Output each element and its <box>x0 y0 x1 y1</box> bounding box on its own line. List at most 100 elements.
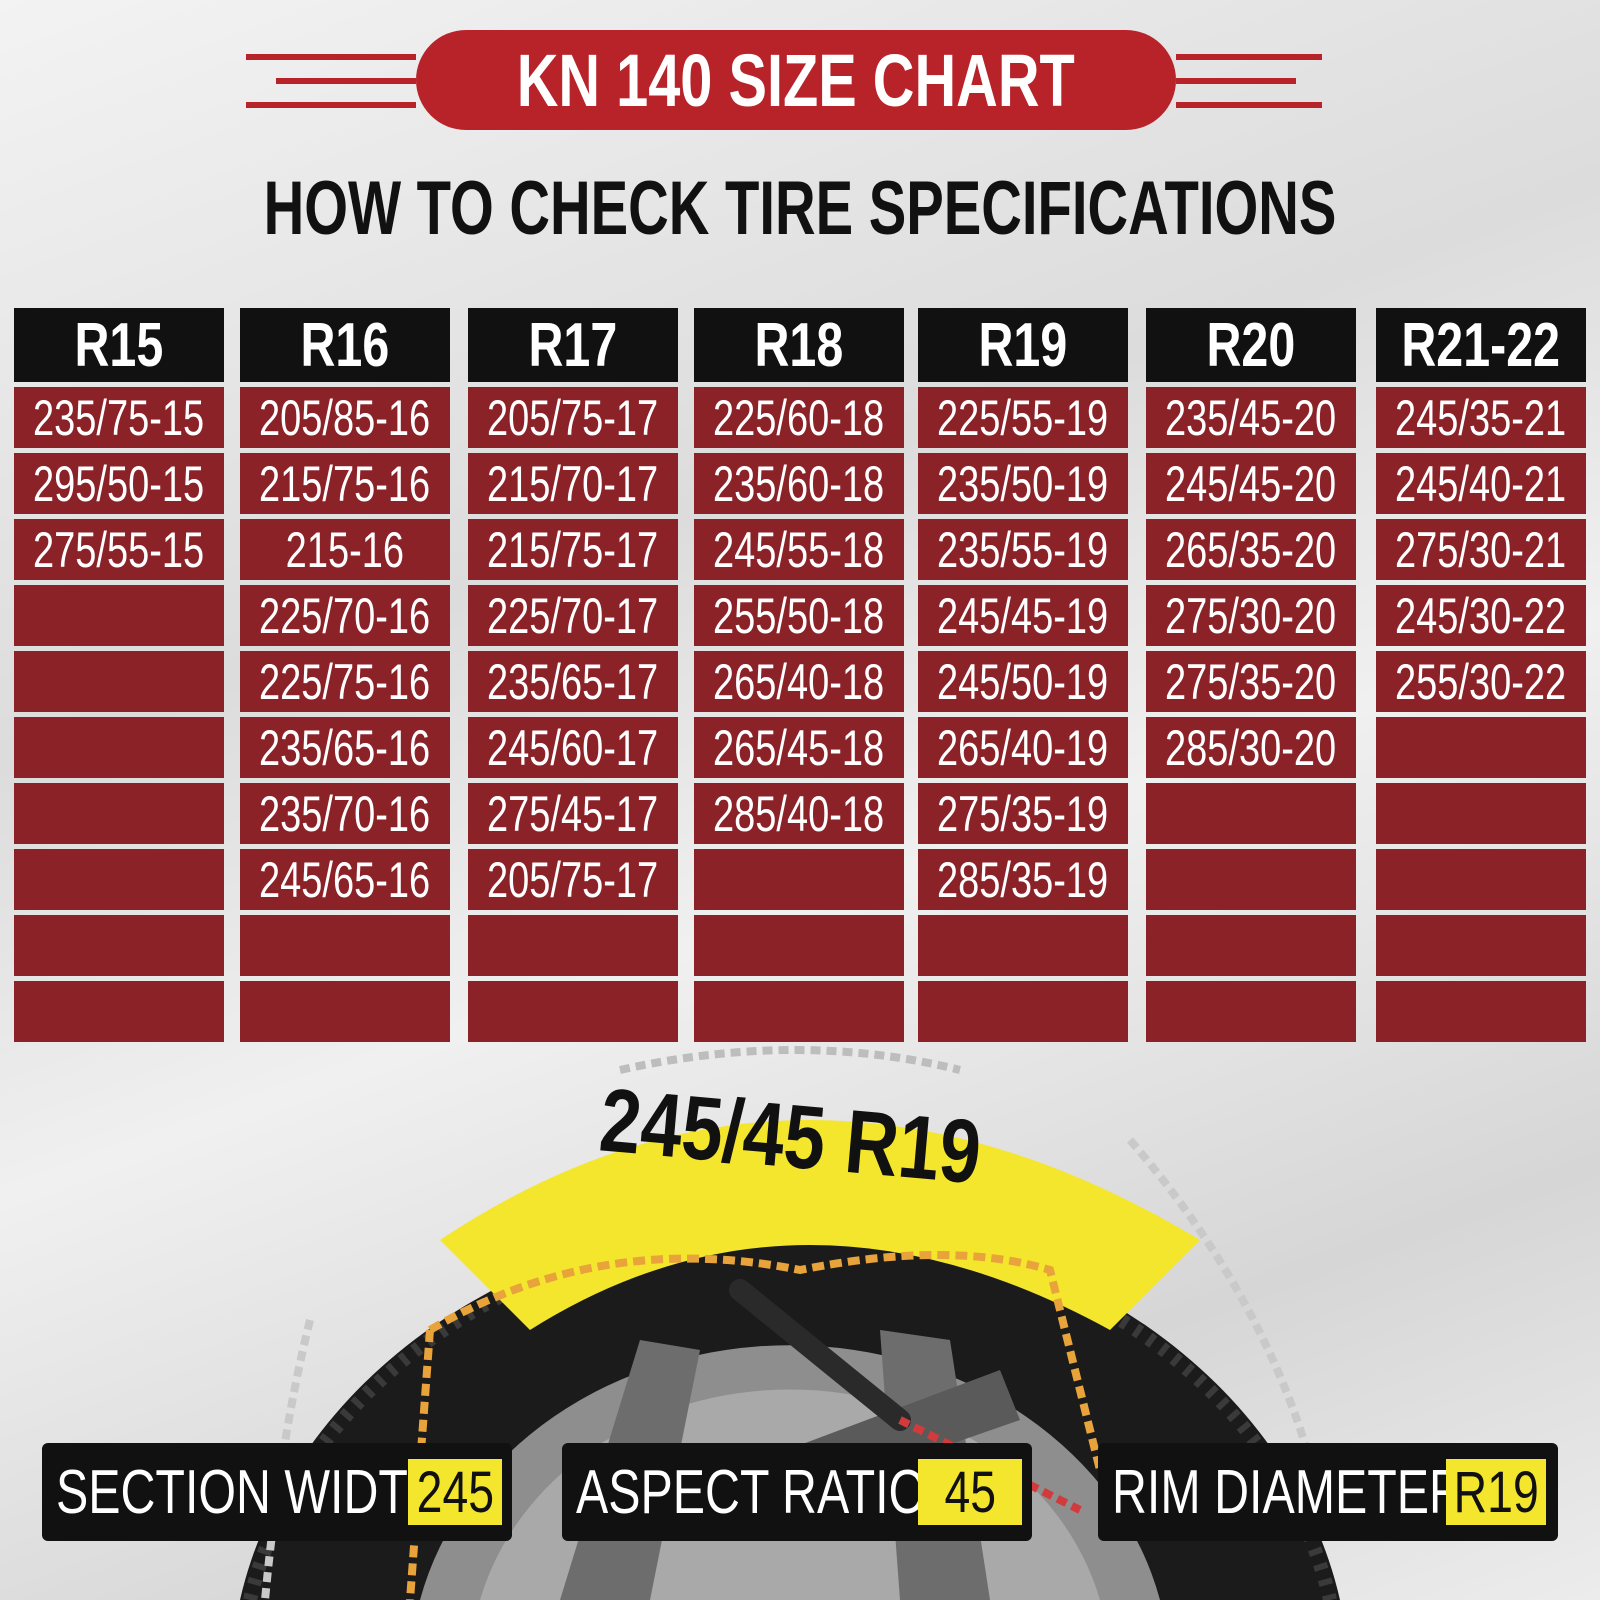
size-cell <box>14 849 224 910</box>
size-cell: 295/50-15 <box>14 453 224 514</box>
column-header: R16 <box>240 308 450 382</box>
banner-stripe <box>1176 102 1322 108</box>
banner-stripe <box>1176 54 1322 60</box>
size-cell: 255/50-18 <box>694 585 904 646</box>
size-cell: 265/35-20 <box>1146 519 1356 580</box>
size-cell <box>694 849 904 910</box>
size-cell: 275/55-15 <box>14 519 224 580</box>
size-cell: 245/55-18 <box>694 519 904 580</box>
legend-label: RIM DIAMETER <box>1112 1457 1464 1527</box>
size-cell: 285/30-20 <box>1146 717 1356 778</box>
column-header: R18 <box>694 308 904 382</box>
size-cell: 235/65-17 <box>468 651 678 712</box>
size-cell: 225/55-19 <box>918 387 1128 448</box>
yellow-arc-band <box>440 1120 1200 1330</box>
legend-label: SECTION WIDTH <box>56 1457 443 1527</box>
size-cell: 215/75-17 <box>468 519 678 580</box>
side-chain <box>619 1046 961 1074</box>
legend-rim-diameter: RIM DIAMETER R19 <box>1098 1443 1558 1541</box>
size-cell: 275/35-19 <box>918 783 1128 844</box>
size-cell: 205/75-17 <box>468 387 678 448</box>
size-cell <box>1376 849 1586 910</box>
size-cell: 235/55-19 <box>918 519 1128 580</box>
size-column-r19: R19 225/55-19 235/50-19 235/55-19 245/45-19 2… <box>918 308 1128 1042</box>
size-cell: 205/85-16 <box>240 387 450 448</box>
size-cell: 245/50-19 <box>918 651 1128 712</box>
size-cell: 245/60-17 <box>468 717 678 778</box>
size-cell <box>1376 783 1586 844</box>
size-cell <box>1376 915 1586 976</box>
size-cell: 235/75-15 <box>14 387 224 448</box>
snow-chain <box>427 1251 1104 1471</box>
legend-label: ASPECT RATIO <box>576 1457 927 1527</box>
size-cell: 235/60-18 <box>694 453 904 514</box>
size-cell <box>14 651 224 712</box>
column-header: R21-22 <box>1376 308 1586 382</box>
size-cell <box>240 915 450 976</box>
size-cell: 275/30-20 <box>1146 585 1356 646</box>
size-cell <box>14 783 224 844</box>
legend-value: 245 <box>408 1459 502 1525</box>
size-cell: 225/60-18 <box>694 387 904 448</box>
size-cell: 245/45-19 <box>918 585 1128 646</box>
size-column-r16: R16 205/85-16 215/75-16 215-16 225/70-16 225/… <box>240 308 450 1042</box>
size-cell <box>918 981 1128 1042</box>
size-cell <box>1376 981 1586 1042</box>
size-cell <box>14 717 224 778</box>
size-cell <box>240 981 450 1042</box>
size-table: R15 235/75-15 295/50-15 275/55-15 R16 205/85-… <box>0 308 1600 1048</box>
banner-stripe <box>246 102 416 108</box>
tire-graphic <box>240 1046 1340 1600</box>
column-header: R19 <box>918 308 1128 382</box>
tension-strap <box>729 1279 911 1431</box>
size-cell: 275/35-20 <box>1146 651 1356 712</box>
size-cell: 245/45-20 <box>1146 453 1356 514</box>
size-cell <box>468 915 678 976</box>
size-cell: 215/70-17 <box>468 453 678 514</box>
size-cell: 205/75-17 <box>468 849 678 910</box>
legend-aspect-ratio: ASPECT RATIO 45 <box>562 1443 1032 1541</box>
tire-illustration <box>0 1040 1600 1600</box>
size-cell <box>1146 981 1356 1042</box>
size-cell: 225/70-17 <box>468 585 678 646</box>
size-cell: 265/45-18 <box>694 717 904 778</box>
size-cell: 225/70-16 <box>240 585 450 646</box>
size-cell <box>14 585 224 646</box>
size-cell <box>14 981 224 1042</box>
size-cell: 215/75-16 <box>240 453 450 514</box>
subtitle: HOW TO CHECK TIRE SPECIFICATIONS <box>263 166 1337 251</box>
size-column-r17: R17 205/75-17 215/70-17 215/75-17 225/70-17 2… <box>468 308 678 1042</box>
size-cell: 235/65-16 <box>240 717 450 778</box>
size-cell: 245/40-21 <box>1376 453 1586 514</box>
size-cell <box>1146 783 1356 844</box>
size-cell: 265/40-19 <box>918 717 1128 778</box>
size-cell <box>14 915 224 976</box>
legend-value: 45 <box>918 1459 1022 1525</box>
size-cell: 245/65-16 <box>240 849 450 910</box>
size-cell: 265/40-18 <box>694 651 904 712</box>
size-cell: 235/70-16 <box>240 783 450 844</box>
page-title: KN 140 SIZE CHART <box>516 38 1076 122</box>
size-cell <box>1376 717 1586 778</box>
size-cell: 285/40-18 <box>694 783 904 844</box>
size-cell <box>694 915 904 976</box>
title-banner: KN 140 SIZE CHART <box>0 0 1600 140</box>
size-cell: 255/30-22 <box>1376 651 1586 712</box>
size-cell <box>918 915 1128 976</box>
size-cell: 215-16 <box>240 519 450 580</box>
size-cell: 275/45-17 <box>468 783 678 844</box>
banner-stripe <box>276 78 416 84</box>
size-cell <box>694 981 904 1042</box>
title-pill: KN 140 SIZE CHART <box>416 30 1176 130</box>
size-column-r15: R15 235/75-15 295/50-15 275/55-15 <box>14 308 224 1042</box>
banner-stripe <box>246 54 416 60</box>
size-cell: 245/30-22 <box>1376 585 1586 646</box>
legend-value: R19 <box>1446 1459 1546 1525</box>
size-cell: 235/45-20 <box>1146 387 1356 448</box>
size-column-r20: R20 235/45-20 245/45-20 265/35-20 275/30-20 2… <box>1146 308 1356 1042</box>
banner-stripe <box>1176 78 1296 84</box>
size-cell <box>1146 849 1356 910</box>
side-chain <box>1126 1137 1314 1462</box>
legend-section-width: SECTION WIDTH 245 <box>42 1443 512 1541</box>
size-cell: 275/30-21 <box>1376 519 1586 580</box>
